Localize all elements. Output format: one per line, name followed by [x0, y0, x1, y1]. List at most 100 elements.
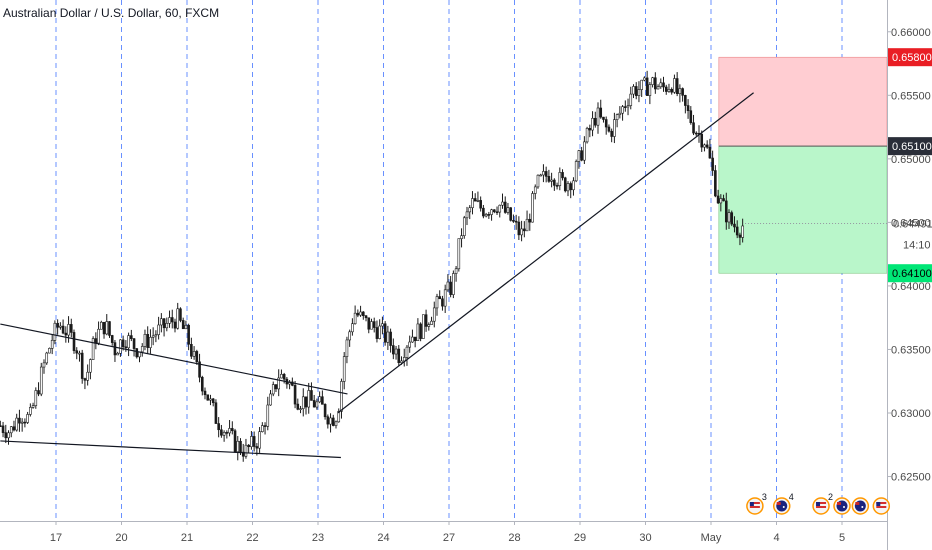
candle-body: [263, 425, 267, 427]
candle-body: [217, 423, 220, 431]
time-tick-label: 4: [773, 532, 779, 544]
time-tick-label: 27: [443, 532, 455, 544]
trendlines[interactable]: [0, 92, 754, 459]
candle-body: [561, 172, 564, 179]
candle-body: [714, 170, 717, 197]
candle-body: [484, 214, 488, 217]
descending-support-line[interactable]: [0, 440, 341, 459]
candle-body: [37, 390, 40, 395]
candle-body: [514, 220, 518, 223]
candle-body: [61, 325, 65, 334]
candle-body: [700, 133, 704, 148]
candle-body: [323, 404, 327, 418]
candle-body: [558, 172, 562, 186]
candle-body: [416, 323, 420, 341]
candle-body: [370, 321, 373, 330]
candle-body: [274, 384, 278, 390]
au-flag-icon[interactable]: 4: [772, 492, 794, 515]
us-flag-icon[interactable]: 3: [746, 492, 767, 515]
candle-body: [179, 308, 182, 321]
take-profit-zone[interactable]: [718, 145, 888, 274]
au-flag-icon[interactable]: [833, 497, 851, 515]
candle-body: [544, 171, 548, 177]
candle-body: [209, 398, 212, 401]
event-count: 4: [789, 492, 794, 502]
stop-loss-zone[interactable]: [718, 56, 888, 147]
candle-body: [419, 323, 422, 339]
au-flag-icon[interactable]: [851, 497, 870, 515]
candle-body: [34, 390, 38, 406]
candle-body: [151, 335, 155, 338]
stop-price-badge[interactable]: [888, 48, 932, 67]
candle-body: [356, 312, 360, 316]
entry-price-badge[interactable]: [888, 137, 932, 156]
candle-body: [528, 218, 532, 223]
candle-body: [659, 82, 663, 88]
candle-body: [20, 421, 24, 424]
flag-canton: [816, 502, 821, 506]
candle-body: [211, 398, 215, 404]
candle-body: [389, 331, 392, 346]
descending-resistance-line[interactable]: [0, 323, 348, 395]
candle-body: [228, 428, 231, 434]
candle-body: [176, 308, 180, 329]
candle-body: [531, 193, 534, 223]
candle-body: [566, 183, 570, 192]
candle-body: [97, 328, 100, 344]
candle-body: [282, 374, 286, 380]
candle-body: [733, 223, 736, 228]
price-tick-label: 0.64000: [891, 281, 931, 293]
flag-canton: [876, 502, 881, 506]
economic-events[interactable]: 3 4 2: [746, 492, 891, 515]
ascending-support-line[interactable]: [337, 92, 754, 414]
price-axis[interactable]: 0.62500 0.63000 0.63500 0.64000 0.64500 0.650…: [887, 0, 932, 550]
candle-body: [435, 296, 439, 309]
candle-body: [83, 378, 87, 381]
candle-body: [173, 321, 177, 329]
candle-body: [75, 350, 79, 354]
candle-body: [585, 128, 589, 143]
candle-body: [452, 273, 455, 295]
candle-body: [200, 376, 204, 392]
candle-body: [9, 426, 13, 434]
us-flag-icon[interactable]: [872, 497, 891, 515]
us-flag-icon[interactable]: 2: [812, 492, 833, 515]
time-axis[interactable]: 17 20 21 22 23 24 27 28 29 30 May 4 5: [0, 521, 887, 544]
price-tick-label: 0.65500: [891, 90, 931, 102]
candle-body: [686, 105, 690, 112]
candle-body: [7, 432, 10, 439]
candle-body: [39, 366, 43, 395]
candle-body: [318, 396, 321, 403]
target-price-badge[interactable]: [888, 264, 932, 283]
position-zones[interactable]: [718, 56, 888, 274]
candle-body: [432, 307, 436, 322]
candle-body: [626, 105, 630, 108]
candle-body: [525, 218, 529, 232]
candle-body: [69, 324, 73, 333]
candle-body: [719, 198, 723, 204]
candle-body: [673, 78, 676, 93]
candle-body: [50, 339, 54, 349]
candle-body: [132, 338, 136, 349]
candle-body: [643, 77, 646, 81]
candle-body: [100, 321, 103, 330]
stop-price-badge-label: 0.65800: [892, 52, 932, 64]
candle-body: [121, 339, 125, 348]
candle-body: [667, 89, 671, 92]
candle-body: [645, 77, 649, 96]
candle-body: [280, 374, 283, 379]
candle-body: [400, 360, 403, 363]
time-tick-label: 30: [639, 532, 651, 544]
candle-body: [738, 234, 742, 238]
candle-body: [411, 336, 414, 343]
candle-body: [29, 407, 32, 415]
candle-body: [441, 298, 444, 307]
candle-body: [277, 377, 281, 390]
candle-body: [392, 345, 395, 355]
candle-body: [337, 411, 341, 423]
candle-body: [542, 171, 545, 176]
candle-body: [427, 324, 431, 327]
event-count: 2: [828, 492, 833, 502]
candle-body: [252, 436, 256, 447]
